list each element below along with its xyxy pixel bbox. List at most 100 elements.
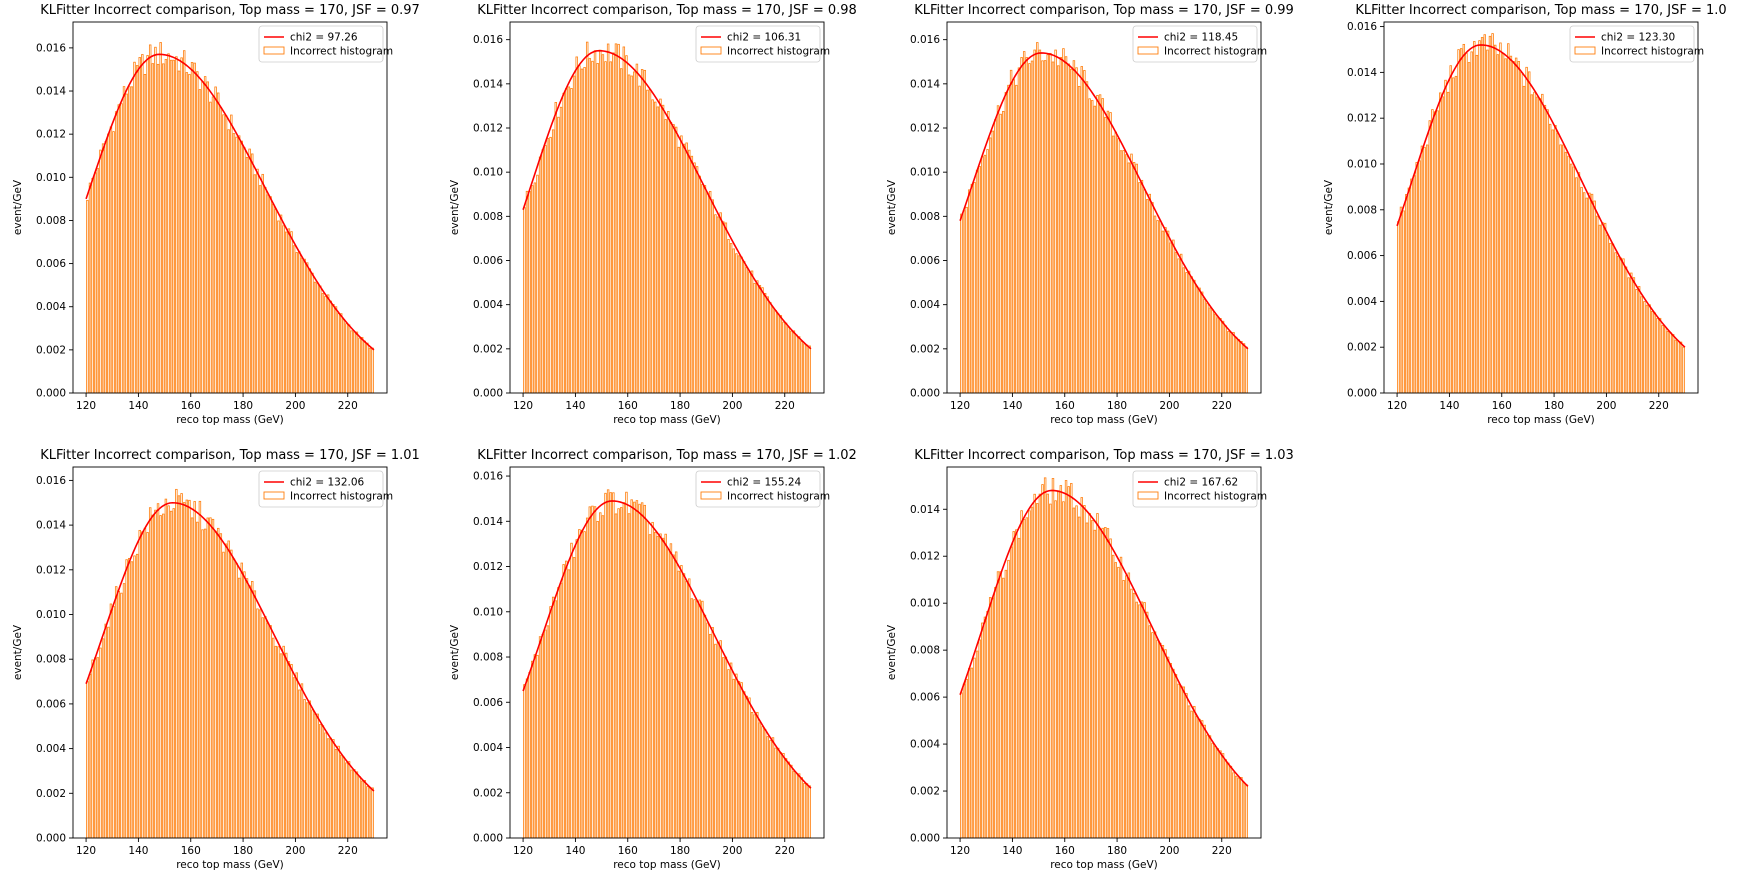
x-tick-label: 160: [1055, 845, 1075, 857]
histogram-bar: [667, 549, 670, 839]
x-tick-label: 180: [1544, 400, 1564, 412]
histogram-bar: [128, 86, 131, 394]
y-tick-label: 0.004: [910, 299, 940, 311]
histogram-bar: [1206, 302, 1209, 394]
x-tick-label: 200: [1159, 400, 1179, 412]
x-tick-label: 180: [233, 845, 253, 857]
y-tick-label: 0.012: [473, 561, 503, 573]
y-tick-label: 0.000: [36, 388, 66, 400]
histogram-bar: [133, 61, 136, 394]
histogram-bar: [536, 654, 539, 839]
y-tick-label: 0.010: [36, 172, 66, 184]
histogram-bar: [1627, 277, 1630, 394]
histogram-bar: [1028, 63, 1031, 394]
histogram-bar: [973, 182, 976, 394]
histogram-bar: [117, 104, 121, 394]
histogram-bar: [146, 532, 149, 839]
histogram-bar: [1206, 734, 1209, 839]
histogram-bar: [1475, 54, 1479, 394]
histogram-bar: [1151, 632, 1154, 839]
histogram-bar: [169, 510, 173, 839]
histogram-bar: [1004, 569, 1008, 839]
histogram-bar: [175, 56, 178, 394]
histogram-bar: [740, 256, 743, 394]
histogram-bar: [1190, 710, 1193, 839]
histogram-bar: [1399, 206, 1403, 394]
histogram-bar: [1187, 270, 1191, 394]
histogram-bar: [219, 107, 223, 394]
y-tick-label: 0.016: [473, 34, 503, 46]
histogram-bar: [311, 709, 314, 839]
x-axis-label: reco top mass (GeV): [1487, 414, 1595, 426]
histogram-bar: [1428, 120, 1431, 394]
histogram-bar: [1195, 715, 1199, 839]
histogram-bar: [769, 740, 772, 839]
histogram-bar: [112, 605, 115, 839]
y-tick-label: 0.006: [1347, 250, 1377, 262]
histogram-bar: [567, 86, 571, 394]
histogram-bar: [219, 533, 223, 839]
histogram-bar: [1125, 154, 1128, 394]
histogram-bar: [363, 780, 366, 839]
histogram-bar: [120, 592, 123, 839]
histogram-bar: [737, 681, 741, 839]
y-tick-label: 0.016: [36, 475, 66, 487]
histogram-bar: [638, 85, 641, 394]
y-tick-label: 0.006: [910, 692, 940, 704]
histogram-bar: [1439, 92, 1442, 394]
histogram-bar: [1679, 341, 1683, 394]
histogram-bar: [203, 528, 207, 839]
histogram-bar: [1405, 194, 1408, 394]
histogram-bar: [565, 560, 568, 839]
histogram-bar: [656, 535, 660, 839]
chart-panel-1: KLFitter Incorrect comparison, Top mass …: [12, 3, 420, 426]
histogram-bar: [1088, 513, 1091, 839]
histogram-bar: [368, 347, 372, 394]
histogram-bar: [1449, 65, 1452, 394]
histogram-bar: [1101, 98, 1104, 394]
histogram-bar: [544, 145, 547, 394]
histogram-bar: [345, 323, 348, 394]
histogram-bar: [523, 207, 526, 394]
histogram-bar: [962, 210, 966, 394]
histogram-bar: [630, 499, 633, 839]
y-tick-label: 0.012: [36, 564, 66, 576]
histogram-bar: [292, 677, 296, 839]
y-tick-label: 0.010: [910, 167, 940, 179]
y-tick-label: 0.012: [473, 123, 503, 135]
histogram-bar: [1098, 94, 1102, 394]
legend-hist-swatch: [263, 491, 285, 500]
histogram-bar: [578, 529, 581, 839]
histogram-bar: [326, 738, 330, 839]
histogram-bar: [1143, 189, 1146, 394]
histogram-bar: [646, 89, 649, 394]
histogram-bar: [269, 196, 272, 394]
histogram-bar: [1658, 317, 1662, 394]
y-tick-label: 0.002: [36, 788, 66, 800]
histogram-bar: [96, 168, 100, 394]
y-tick-label: 0.014: [36, 86, 66, 98]
histogram-bar: [599, 512, 602, 839]
histogram-bar: [1161, 230, 1165, 394]
histogram-bar: [538, 156, 542, 394]
histogram-bar: [1483, 34, 1486, 394]
histogram-bar: [285, 231, 288, 394]
histogram-bar: [188, 499, 191, 839]
histogram-bar: [1145, 611, 1149, 839]
histogram-bar: [554, 600, 557, 839]
histogram-bar: [303, 698, 306, 839]
histogram-bar: [1514, 57, 1518, 394]
y-tick-label: 0.004: [36, 301, 66, 313]
histogram-bar: [1446, 91, 1450, 394]
histogram-bar: [593, 50, 597, 394]
histogram-bar: [279, 653, 283, 839]
histogram-bar: [1177, 258, 1180, 394]
histogram-bar: [1138, 182, 1141, 394]
histogram-bar: [368, 787, 372, 839]
histogram-bar: [1002, 577, 1005, 839]
histogram-bar: [554, 102, 557, 394]
histogram-bar: [1179, 685, 1183, 839]
histogram-bar: [591, 505, 594, 839]
fit-curve: [522, 500, 812, 789]
histogram-bar: [240, 140, 243, 394]
